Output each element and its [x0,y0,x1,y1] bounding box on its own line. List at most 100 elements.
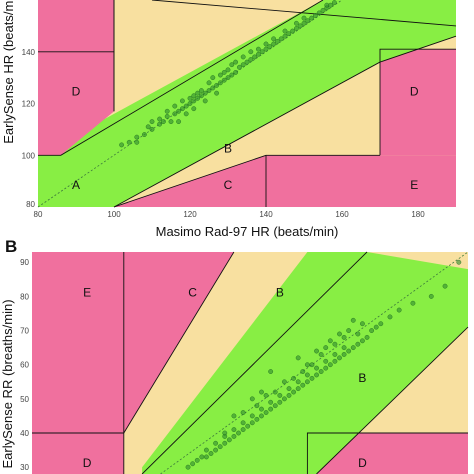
panel-b-data-point [272,403,278,409]
panel-a-zones [38,0,457,208]
panel-b-data-point [442,283,448,289]
panel-a-data-point [305,18,311,24]
panel-a-data-point [301,20,307,26]
panel-a-data-point [271,41,276,47]
panel-a-data-point [282,28,288,34]
panel-b-data-point [222,430,228,436]
panel-b-data-point [309,375,315,381]
panel-a-boundary-d-right [379,48,456,156]
panel-b-y-tick-label: 80 [20,292,29,301]
panel-b-data-point [282,396,287,402]
panel-a-data-point [263,46,269,52]
panel-b-data-point [323,365,329,371]
panel-a-data-point [187,101,193,106]
panel-b-data-point [341,352,347,357]
panel-b-letter: B [5,237,17,256]
panel-a-identity-line [37,0,343,208]
panel-b-data-point [323,358,329,364]
panel-a-data-point [225,75,231,81]
panel-b-data-point [355,341,361,347]
panel-b-data-point [346,348,352,354]
panel-a-data-point [217,80,223,86]
panel-b-y-tick-label: 40 [20,429,29,438]
panel-b-data-point [304,379,310,385]
panel-a-data-point [217,72,223,78]
panel-a-points [119,0,337,148]
panel-a-data-point [176,119,182,125]
panel-b-data-point [456,259,462,265]
panel-b-data-point [295,386,301,392]
panel-a-data-point [134,139,140,145]
panel-b-data-point [337,355,342,361]
panel-b-zone-label-c: C [188,285,197,299]
panel-a-zone-labels: A B C D D E [72,85,419,192]
panel-b-data-point [240,427,246,432]
panel-a-data-point [183,111,189,117]
panel-b-data-point [332,358,338,364]
panel-a-data-point [286,31,292,37]
panel-b-data-point [263,393,269,398]
panel-b-data-point [355,331,361,337]
panel-b-y-tick-label: 90 [20,258,29,267]
panel-b-data-point [378,321,384,327]
panel-a-data-point [191,93,197,99]
panel-a-data-point [164,108,170,114]
panel-a-identity-line-group [37,0,343,208]
panel-a-zone-d-right [380,49,456,156]
panel-a-zone-label-b: B [224,142,232,156]
panel-a-data-point [293,20,299,26]
panel-b-data-point [300,382,306,388]
panel-a-data-point [164,114,170,119]
panel-a-zone-label-e: E [410,178,418,192]
panel-a-y-tick-label: 80 [26,200,35,209]
panel-a-data-point [172,103,178,109]
panel-a-data-point [301,15,307,21]
panel-b-data-point [245,423,251,429]
panel-b-data-point [217,444,223,450]
panel-b-data-point [226,437,232,443]
panel-b: B E C B B D D 30 40 50 60 70 80 90 EarlySense RR (b… [0,237,469,474]
panel-b-identity-line-group [160,251,469,474]
panel-b-data-point [272,389,278,395]
panel-a-data-point [331,0,337,5]
panel-b-data-point [350,345,356,351]
panel-a-boundary-b-upper [151,0,457,27]
panel-b-zone-labels: E C B B D D [83,285,367,470]
panel-a-zone-label-c: C [224,178,233,192]
panel-a-data-point [191,98,197,104]
panel-a-data-point [145,124,151,130]
panel-a-data-point [168,119,174,125]
panel-a-data-point [198,93,204,99]
panel-a-data-point [195,95,201,101]
panel-b-zones [32,251,469,474]
panel-b-data-point [259,389,264,395]
panel-b-y-ticks: 30 40 50 60 70 80 90 [20,258,29,472]
panel-a-data-point [240,54,246,60]
panel-a-data-point [282,33,288,39]
panel-b-data-point [327,338,333,344]
panel-a-data-point [297,23,303,29]
panel-a-y-tick-label: 140 [22,48,36,57]
panel-a-data-point [255,51,261,57]
panel-a-data-point [252,54,258,60]
panel-a-data-point [320,7,326,13]
panel-b-boundary-c [123,251,235,434]
panel-b-zone-label-e: E [83,285,91,299]
panel-a-y-axis-title: EarlySense HR (beats/min) [1,0,16,144]
panel-b-data-point [369,328,375,333]
panel-a-data-point [248,57,254,62]
panel-a-x-tick-label: 140 [259,210,273,219]
panel-b-data-point [387,314,393,320]
panel-a-x-tick-label: 100 [107,210,121,219]
panel-a-data-point [214,90,220,96]
panel-b-data-point [332,341,338,347]
panel-b-points [185,259,462,470]
panel-a-data-point [221,70,227,75]
panel-b-y-tick-label: 50 [20,395,29,404]
panel-b-data-point [240,420,246,426]
panel-b-data-point [314,372,319,378]
panel-b-identity-line [160,251,469,474]
panel-a-data-point [191,106,197,112]
panel-a-data-point [244,59,250,65]
